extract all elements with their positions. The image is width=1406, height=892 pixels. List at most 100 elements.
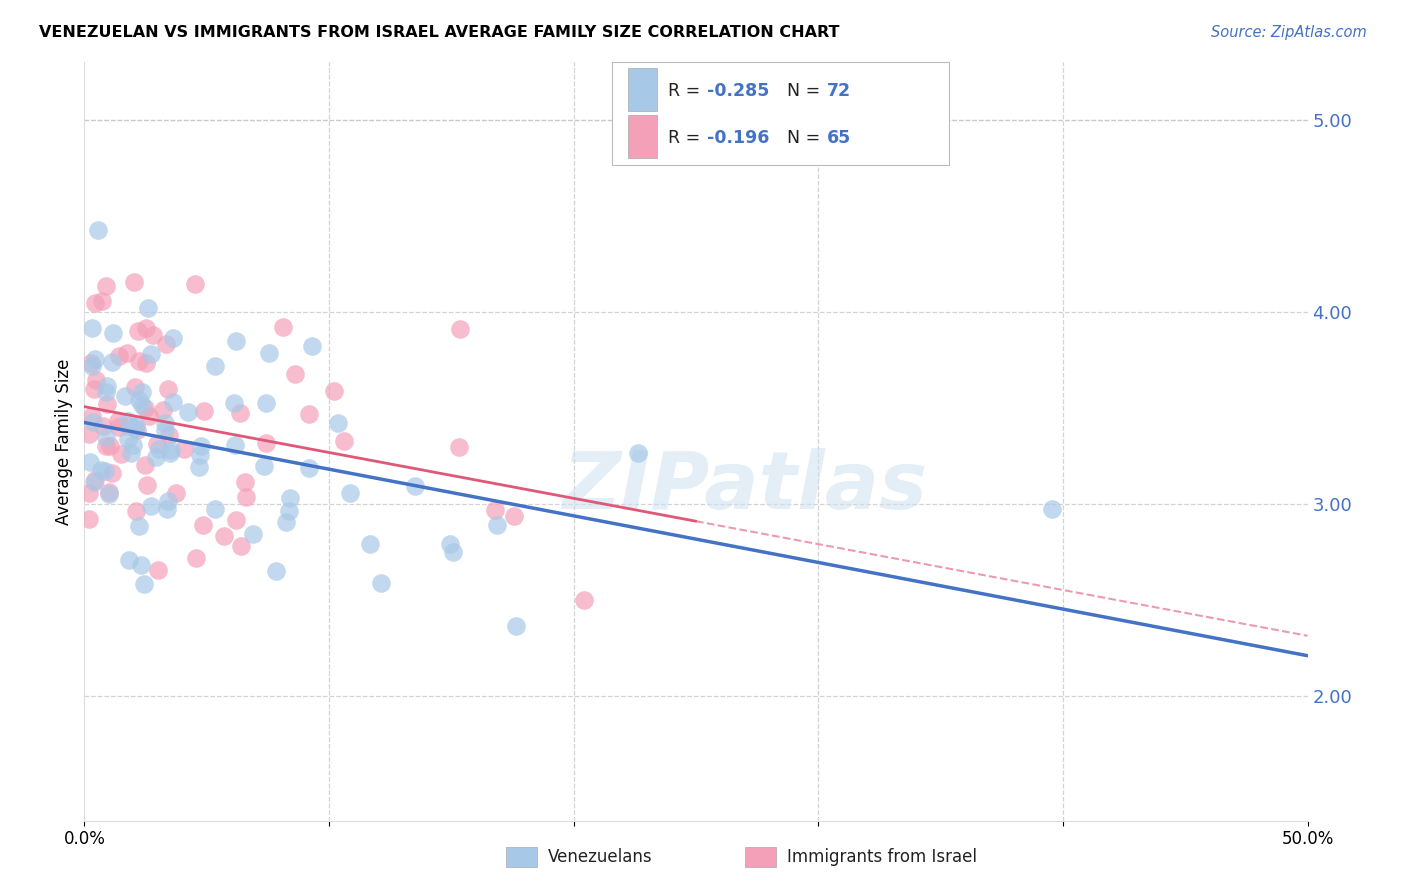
Point	[139, 499, 162, 513]
Point	[83, 351, 105, 366]
Point	[127, 424, 149, 438]
Point	[79, 454, 101, 468]
Point	[190, 439, 212, 453]
Point	[83, 473, 105, 487]
Point	[503, 508, 526, 523]
Point	[242, 527, 264, 541]
Text: R =: R =	[668, 129, 706, 147]
Point	[153, 416, 176, 430]
Point	[278, 491, 301, 505]
Point	[1042, 501, 1064, 516]
Point	[159, 446, 181, 460]
Point	[98, 439, 121, 453]
Point	[129, 558, 152, 572]
Text: VENEZUELAN VS IMMIGRANTS FROM ISRAEL AVERAGE FAMILY SIZE CORRELATION CHART: VENEZUELAN VS IMMIGRANTS FROM ISRAEL AVE…	[39, 25, 839, 40]
Point	[122, 275, 145, 289]
Point	[127, 325, 149, 339]
Point	[404, 479, 426, 493]
Point	[254, 436, 277, 450]
Point	[121, 438, 143, 452]
Point	[117, 432, 139, 446]
Point	[485, 517, 508, 532]
Point	[204, 359, 226, 373]
Point	[187, 459, 209, 474]
Point	[134, 321, 156, 335]
Point	[118, 418, 141, 433]
Point	[157, 494, 180, 508]
Point	[191, 517, 214, 532]
Point	[572, 593, 595, 607]
Point	[77, 486, 100, 500]
Point	[80, 320, 103, 334]
Point	[165, 485, 187, 500]
Text: Source: ZipAtlas.com: Source: ZipAtlas.com	[1211, 25, 1367, 40]
Point	[94, 279, 117, 293]
Point	[96, 397, 118, 411]
Point	[108, 349, 131, 363]
Point	[449, 322, 471, 336]
Point	[264, 564, 287, 578]
Point	[135, 356, 157, 370]
Point	[115, 345, 138, 359]
Point	[94, 430, 117, 444]
Point	[173, 442, 195, 457]
Point	[162, 394, 184, 409]
Point	[184, 277, 207, 292]
Point	[253, 458, 276, 473]
Point	[117, 414, 139, 428]
Text: -0.196: -0.196	[707, 129, 769, 147]
Point	[96, 439, 118, 453]
Point	[97, 486, 120, 500]
Point	[204, 502, 226, 516]
Point	[160, 442, 183, 457]
Text: 72: 72	[827, 82, 851, 100]
Point	[627, 446, 650, 460]
Point	[96, 379, 118, 393]
Point	[83, 295, 105, 310]
Point	[107, 414, 129, 428]
Point	[229, 406, 252, 420]
Text: 65: 65	[827, 129, 851, 147]
Point	[359, 537, 381, 551]
Point	[142, 328, 165, 343]
Text: Venezuelans: Venezuelans	[548, 848, 652, 866]
Point	[301, 339, 323, 353]
Point	[271, 319, 294, 334]
Point	[114, 388, 136, 402]
Point	[134, 401, 156, 416]
Point	[152, 402, 174, 417]
Point	[339, 485, 361, 500]
Point	[138, 409, 160, 423]
Point	[87, 223, 110, 237]
Point	[82, 415, 104, 429]
Point	[101, 466, 124, 480]
Point	[80, 359, 103, 373]
Point	[125, 418, 148, 433]
Point	[284, 368, 307, 382]
Point	[84, 372, 107, 386]
Point	[277, 504, 299, 518]
Point	[132, 576, 155, 591]
Point	[83, 475, 105, 489]
Point	[146, 437, 169, 451]
Point	[225, 334, 247, 349]
Point	[80, 409, 103, 423]
Point	[134, 458, 156, 473]
Point	[91, 294, 114, 309]
Point	[136, 301, 159, 316]
Point	[186, 551, 208, 566]
Point	[136, 478, 159, 492]
Text: N =: N =	[787, 129, 827, 147]
Point	[153, 423, 176, 437]
Point	[120, 446, 142, 460]
Point	[333, 434, 356, 448]
Point	[80, 356, 103, 370]
Point	[257, 346, 280, 360]
Point	[148, 442, 170, 456]
Point	[323, 384, 346, 398]
Point	[128, 519, 150, 533]
Point	[225, 513, 247, 527]
Text: ZIPatlas: ZIPatlas	[562, 448, 928, 526]
Point	[235, 490, 257, 504]
Point	[156, 501, 179, 516]
